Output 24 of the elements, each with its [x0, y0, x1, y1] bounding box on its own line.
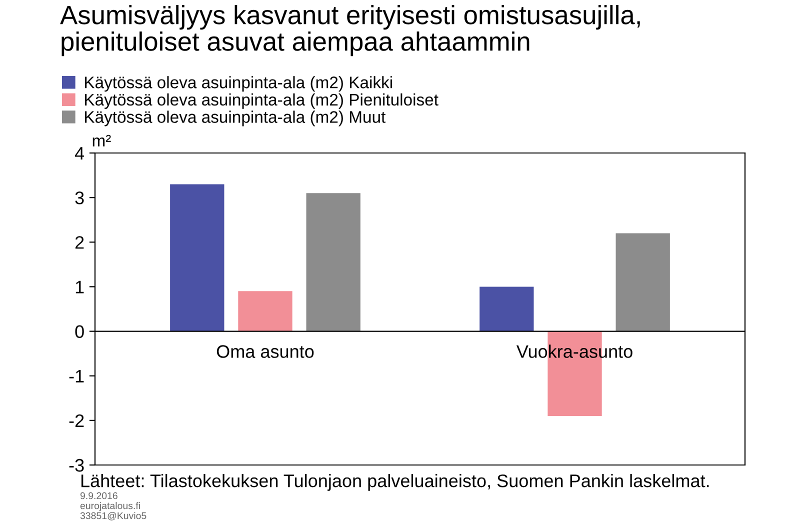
- text: Lähteet: Tilastokekuksen Tulonjaon palveluaineisto, Suomen Pankin laskelmat.: [81, 474, 709, 491]
- text: eurojatalous.fi: [80, 502, 140, 512]
- y-tick-label: 0: [75, 325, 84, 338]
- legend-label: Käytössä oleva asuinpinta-ala (m2) Pienituloiset: [85, 93, 438, 109]
- bar: [616, 233, 670, 332]
- bar: [170, 184, 224, 332]
- text: 33851@Kuvio5: [80, 512, 146, 520]
- y-tick-label: -1: [69, 370, 84, 382]
- y-tick-label: -2: [69, 414, 84, 427]
- chart-title: Asumisväljyys kasvanut erityisesti omistusasujilla, pienituloiset asuvat aiempaa ahtaammin: [60, 5, 640, 56]
- x-tick-label: Vuokra-asunto: [516, 344, 632, 358]
- legend-label: Käytössä oleva asuinpinta-ala (m2) Muut: [85, 110, 386, 126]
- bar: [306, 193, 360, 332]
- text: 9.9.2016: [80, 492, 118, 500]
- y-tick-label: 1: [76, 280, 84, 294]
- y-tick-label: 4: [74, 147, 84, 160]
- y-tick-label: -3: [69, 458, 84, 472]
- bar: [238, 291, 292, 332]
- bar: [480, 286, 534, 332]
- x-tick-label: Oma asunto: [216, 345, 314, 358]
- legend-label: Käytössä oleva asuinpinta-ala (m2) Kaikki: [85, 76, 392, 92]
- y-tick-label: 2: [75, 236, 84, 249]
- y-tick-label: 3: [75, 192, 84, 204]
- y-axis-title: m²: [92, 134, 111, 146]
